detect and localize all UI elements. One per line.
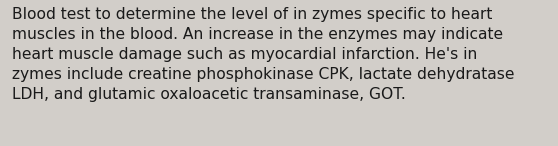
Text: Blood test to determine the level of in zymes specific to heart
muscles in the b: Blood test to determine the level of in …	[12, 7, 515, 102]
